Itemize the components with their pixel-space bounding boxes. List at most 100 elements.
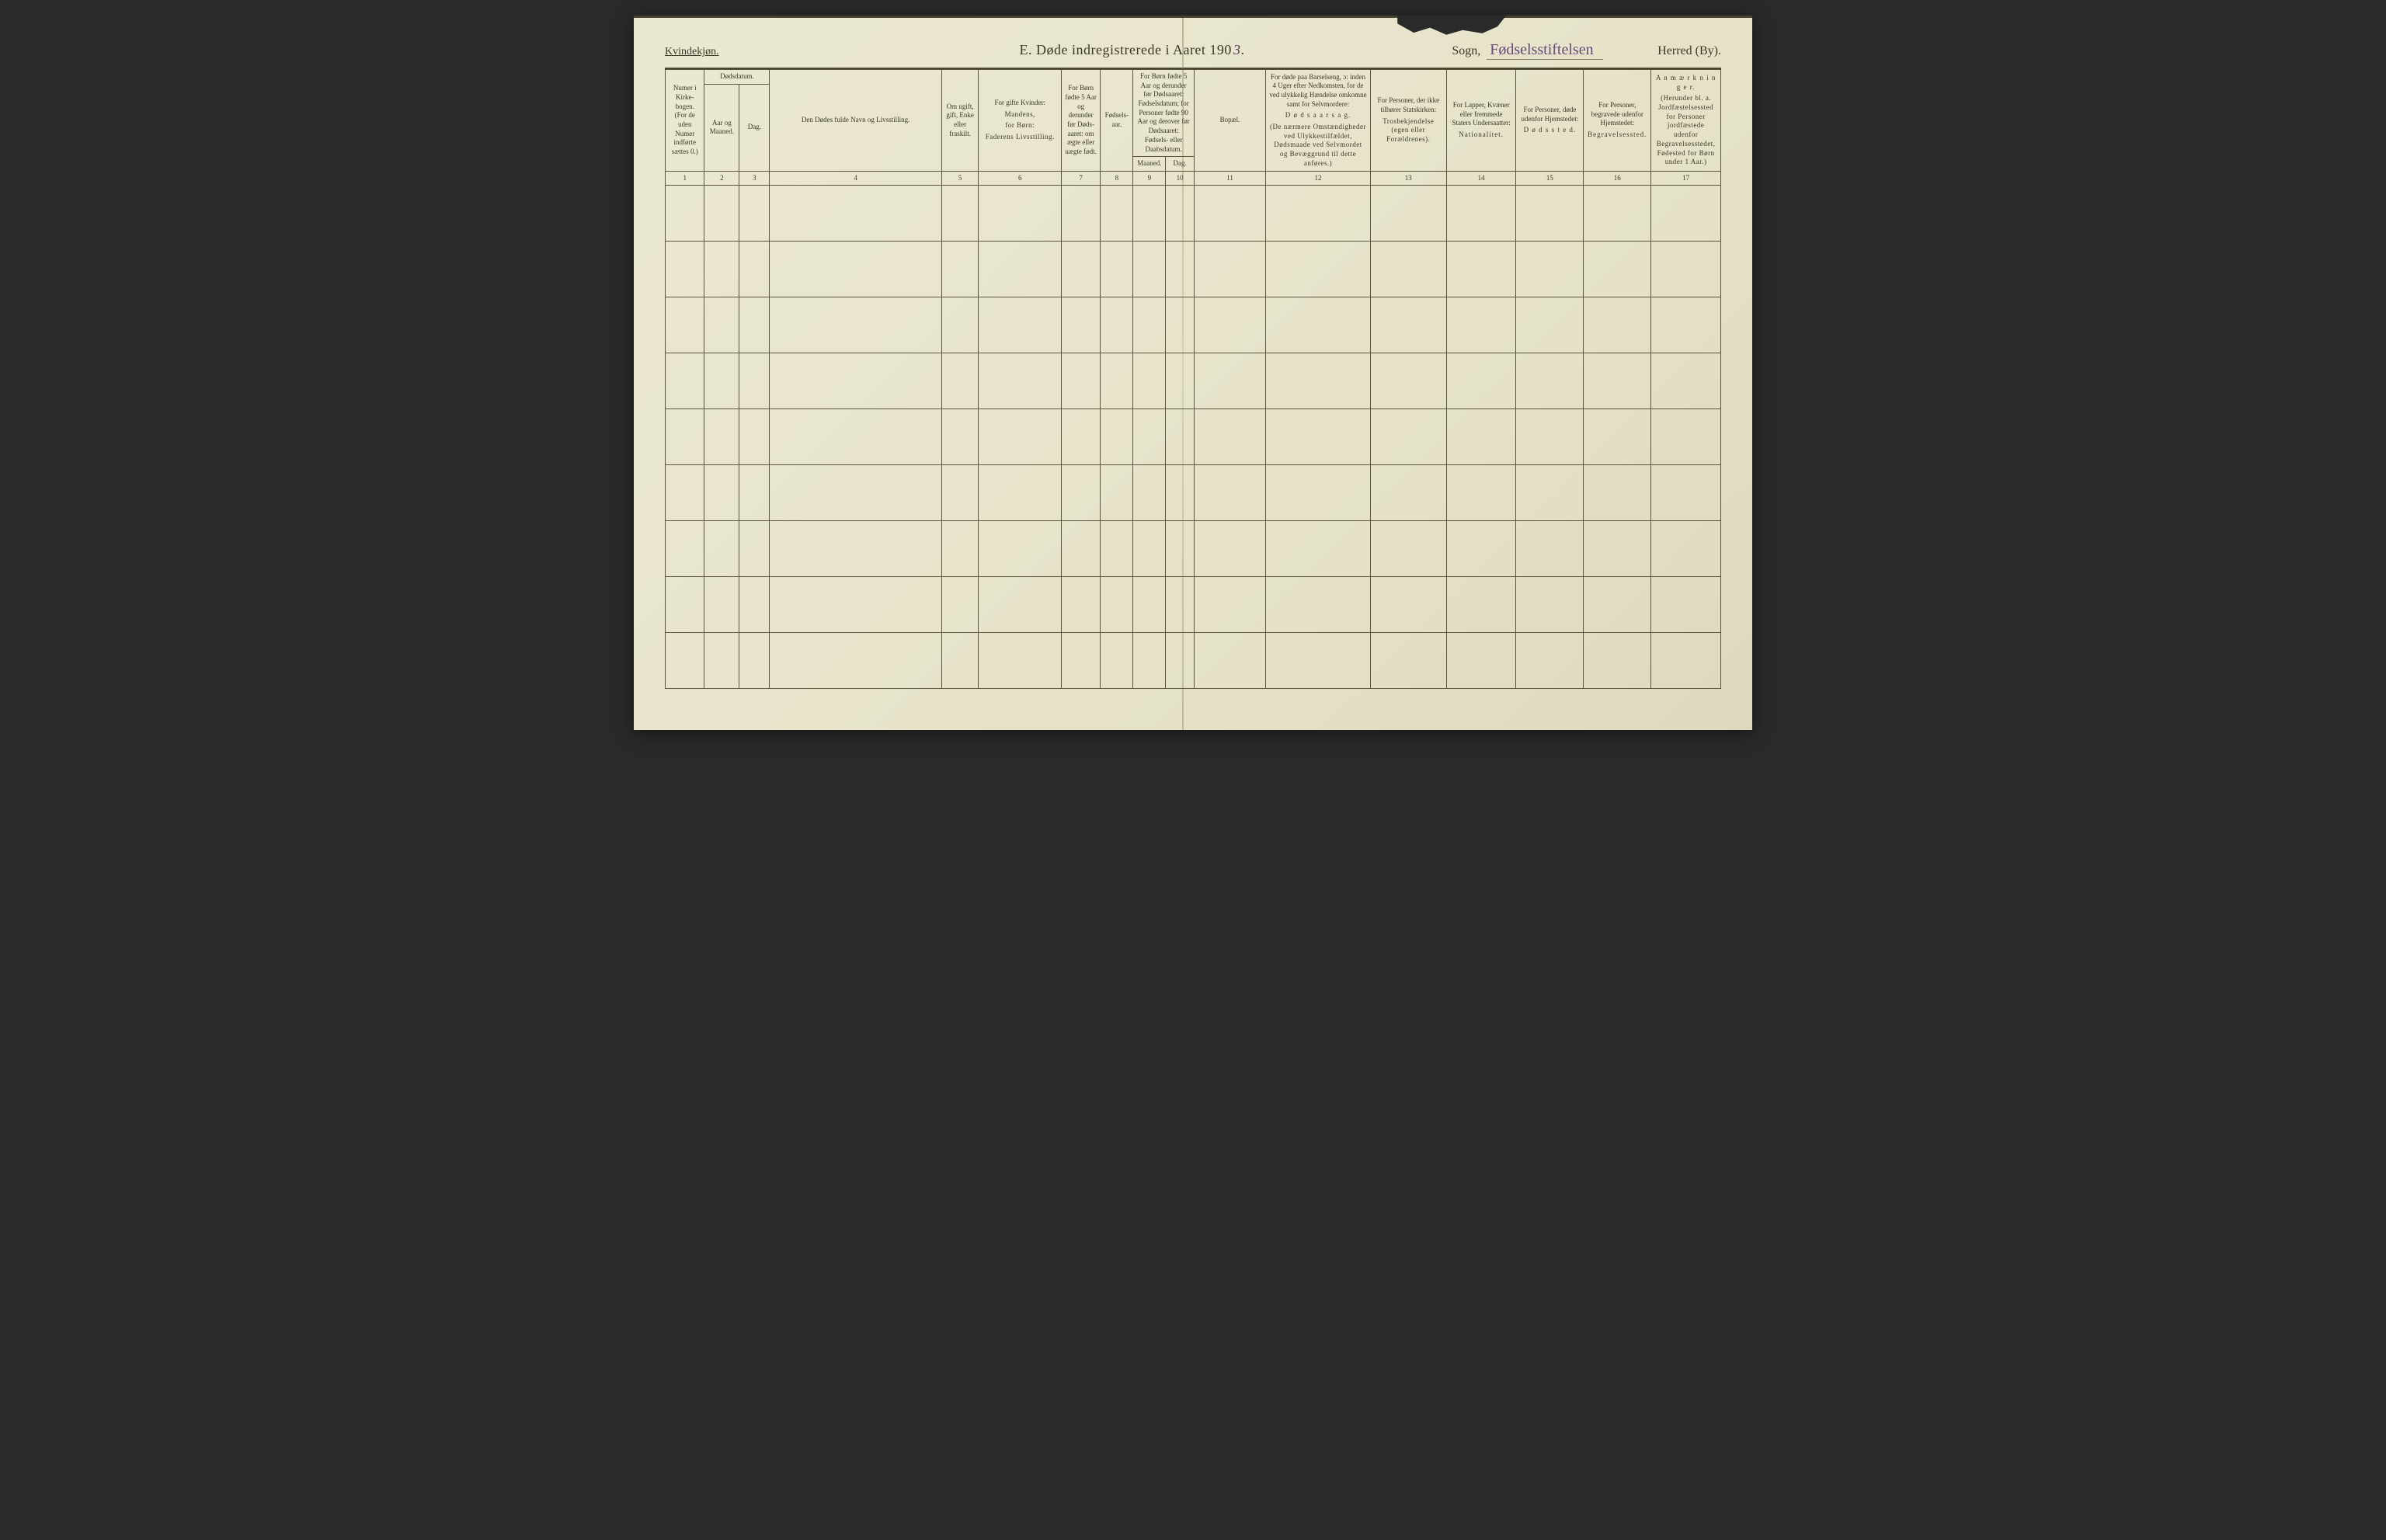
table-head: Numer i Kirke­bogen. (For de uden Numer … xyxy=(666,70,1721,186)
cell xyxy=(770,632,941,688)
cell xyxy=(1516,576,1584,632)
num-15: 15 xyxy=(1516,171,1584,185)
cell xyxy=(1194,408,1265,464)
col17-l1: A n m æ r k n i n g e r. xyxy=(1656,74,1716,91)
cell xyxy=(1516,408,1584,464)
cell xyxy=(1061,520,1100,576)
cell xyxy=(666,464,704,520)
cell xyxy=(1266,241,1370,297)
num-16: 16 xyxy=(1584,171,1651,185)
table-row xyxy=(666,241,1721,297)
col2-head: Aar og Maaned. xyxy=(704,84,739,171)
num-3: 3 xyxy=(739,171,770,185)
col1-head: Numer i Kirke­bogen. (For de uden Numer … xyxy=(666,70,704,172)
cell xyxy=(1133,464,1166,520)
cell xyxy=(739,408,770,464)
cell xyxy=(1651,576,1721,632)
cell xyxy=(704,576,739,632)
cell xyxy=(1061,408,1100,464)
col6-l1: For gifte Kvinder: xyxy=(994,99,1045,106)
col8-head: Fødsels­aar. xyxy=(1101,70,1133,172)
cell xyxy=(1651,408,1721,464)
col7-head: For Børn fødte 5 Aar og derunder før Død… xyxy=(1061,70,1100,172)
cell xyxy=(979,520,1061,576)
cell xyxy=(1370,408,1446,464)
cell xyxy=(1266,185,1370,241)
cell xyxy=(979,408,1061,464)
cell xyxy=(1446,520,1516,576)
num-10: 10 xyxy=(1166,171,1194,185)
num-4: 4 xyxy=(770,171,941,185)
cell xyxy=(1266,353,1370,408)
cell xyxy=(941,632,979,688)
cell xyxy=(979,632,1061,688)
cell xyxy=(1061,464,1100,520)
table-row xyxy=(666,576,1721,632)
cell xyxy=(1446,241,1516,297)
cell xyxy=(1101,632,1133,688)
table-row xyxy=(666,464,1721,520)
table-row xyxy=(666,408,1721,464)
cell xyxy=(1584,297,1651,353)
cell xyxy=(1166,185,1194,241)
cell xyxy=(1166,576,1194,632)
cell xyxy=(704,297,739,353)
cell xyxy=(1266,576,1370,632)
header-line: Kvindekjøn. E. Døde indregistrerede i Aa… xyxy=(665,41,1721,60)
cell xyxy=(1651,185,1721,241)
cell xyxy=(1101,353,1133,408)
cell xyxy=(1194,353,1265,408)
cell xyxy=(979,241,1061,297)
cell xyxy=(1061,185,1100,241)
cell xyxy=(941,520,979,576)
cell xyxy=(1446,297,1516,353)
cell xyxy=(666,297,704,353)
col10-head: Dag. xyxy=(1166,157,1194,172)
col15-sub: D ø d s s t e d. xyxy=(1519,126,1580,135)
cell xyxy=(1101,408,1133,464)
cell xyxy=(1194,520,1265,576)
num-9: 9 xyxy=(1133,171,1166,185)
table-body xyxy=(666,185,1721,688)
cell xyxy=(666,185,704,241)
cell xyxy=(704,353,739,408)
cell xyxy=(1266,520,1370,576)
cell xyxy=(941,408,979,464)
cell xyxy=(770,353,941,408)
title-year: 3 xyxy=(1233,42,1241,57)
cell xyxy=(1061,353,1100,408)
col12-head: For døde paa Barselseng, ɔ: inden 4 Uger… xyxy=(1266,70,1370,172)
cell xyxy=(1166,520,1194,576)
table-row xyxy=(666,185,1721,241)
col12-main: D ø d s a a r s a g. xyxy=(1269,111,1366,120)
cell xyxy=(941,185,979,241)
register-table: Numer i Kirke­bogen. (For de uden Numer … xyxy=(665,69,1721,689)
column-number-row: 1 2 3 4 5 6 7 8 9 10 11 12 13 14 15 16 1… xyxy=(666,171,1721,185)
head-row-1: Numer i Kirke­bogen. (For de uden Numer … xyxy=(666,70,1721,85)
cell xyxy=(1584,520,1651,576)
cell xyxy=(704,464,739,520)
cell xyxy=(1584,408,1651,464)
cell xyxy=(1166,464,1194,520)
col12-tail: (De nærmere Omstæn­digheder ved Ulykkes­… xyxy=(1269,123,1366,168)
col4-head: Den Dødes fulde Navn og Livsstilling. xyxy=(770,70,941,172)
num-17: 17 xyxy=(1651,171,1721,185)
cell xyxy=(1133,520,1166,576)
cell xyxy=(941,353,979,408)
cell xyxy=(1584,241,1651,297)
cell xyxy=(770,464,941,520)
cell xyxy=(1584,185,1651,241)
col16-head: For Personer, begravede udenfor Hjemsted… xyxy=(1584,70,1651,172)
col6-s2: Faderens Livsstilling. xyxy=(982,133,1057,142)
register-page: Kvindekjøn. E. Døde indregistrerede i Aa… xyxy=(634,16,1752,730)
cell xyxy=(739,353,770,408)
col2-3-group: Dødsdatum. xyxy=(704,70,770,85)
cell xyxy=(1166,408,1194,464)
paper-tear xyxy=(1397,16,1506,36)
cell xyxy=(704,632,739,688)
col9-head: Maaned. xyxy=(1133,157,1166,172)
cell xyxy=(739,297,770,353)
cell xyxy=(979,576,1061,632)
cell xyxy=(1446,632,1516,688)
cell xyxy=(1516,241,1584,297)
